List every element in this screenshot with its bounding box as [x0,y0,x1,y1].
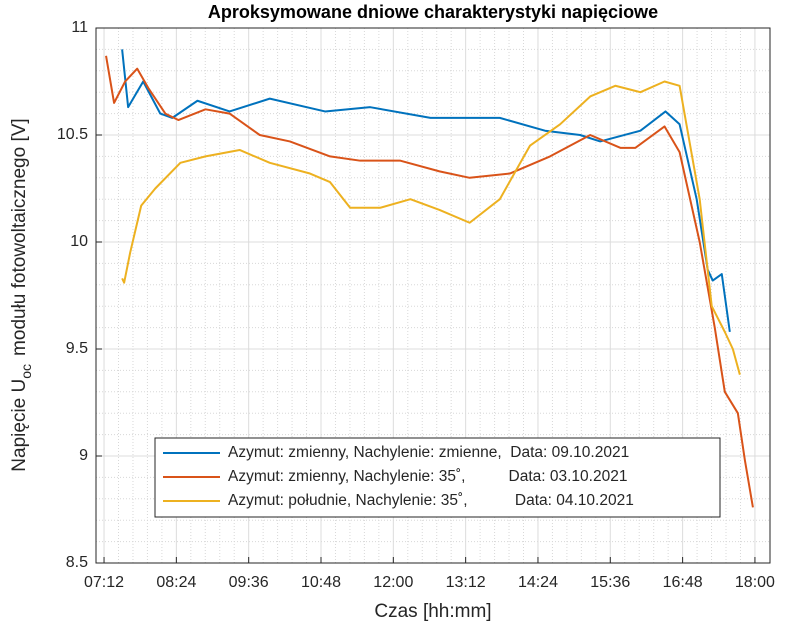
legend-box [154,437,721,518]
x-tick-label: 12:00 [373,574,413,591]
x-tick-label: 14:24 [518,574,558,591]
y-tick-label: 9 [79,447,88,464]
x-tick-label: 08:24 [156,574,196,591]
y-label-main: Napięcie U [9,379,30,472]
legend: Azymut: zmienny, Nachylenie: zmienne, Da… [154,437,721,518]
x-tick-label: 15:36 [590,574,630,591]
chart-title: Aproksymowane dniowe charakterystyki nap… [208,2,658,22]
y-axis-label: Napięcie Uoc modułu fotowoltaicznego [V] [9,118,34,471]
y-tick-label: 10.5 [57,126,88,143]
plot-lines [105,49,754,508]
grid [96,27,770,564]
x-tick-label: 10:48 [301,574,341,591]
y-label-rest: modułu fotowoltaicznego [V] [9,118,30,356]
series-line [105,55,754,508]
x-tick-label: 18:00 [735,574,775,591]
x-tick-label: 13:12 [446,574,486,591]
axes-box [95,27,771,564]
series-line [121,80,741,375]
legend-label: Azymut: zmienny, Nachylenie: 35˚, Data: … [228,468,627,485]
y-tick-label: 11 [71,19,88,36]
legend-label: Azymut: południe, Nachylenie: 35˚, Data:… [228,492,634,509]
y-tick-label: 8.5 [66,554,88,571]
series-line [121,49,731,333]
y-label-sub: oc [18,364,34,379]
x-tick-label: 16:48 [663,574,703,591]
y-tick-label: 10 [70,233,88,250]
legend-label: Azymut: zmienny, Nachylenie: zmienne, Da… [228,444,629,461]
ticks: 8.5 9 9.5 10 10.5 11 07:12 08:24 09:36 10:48 12:00… [57,19,775,591]
x-axis-label: Czas [hh:mm] [374,601,491,622]
x-tick-label: 09:36 [229,574,269,591]
y-tick-label: 9.5 [66,340,88,357]
x-tick-label: 07:12 [84,574,124,591]
